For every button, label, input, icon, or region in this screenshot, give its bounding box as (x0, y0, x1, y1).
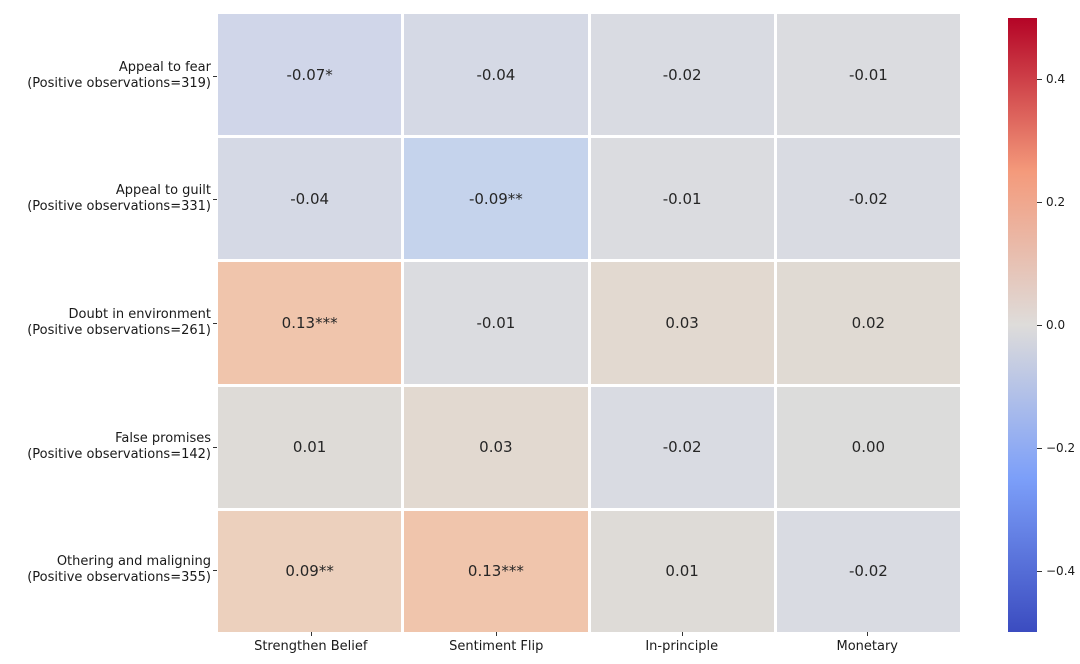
y-tick-label: Appeal to fear (Positive observations=319… (0, 60, 211, 92)
cell-annotation: 0.02 (851, 313, 886, 332)
y-tick-label-line: (Positive observations=142) (27, 446, 211, 462)
heatmap-cell-r4c1: 0.13*** (404, 510, 588, 632)
cell-annotation: 0.03 (479, 438, 513, 457)
y-tick-mark (213, 75, 217, 77)
x-tick-mark (867, 632, 869, 636)
y-tick-mark (213, 323, 217, 324)
y-tick-label-line: (Positive observations=331) (27, 199, 211, 215)
heatmap-grid: -0.07* -0.04 -0.02 -0.01 -0.04 -0.09** -0.01 -0… (218, 14, 960, 632)
cell-annotation: -0.02 (662, 65, 702, 84)
y-tick-label-line: False promises (115, 430, 211, 446)
x-tick-label: Monetary (836, 639, 899, 654)
cell-annotation: -0.01 (848, 65, 888, 84)
heatmap-cell-r0c2: -0.02 (590, 14, 774, 136)
cell-annotation: 0.13*** (281, 313, 338, 332)
heatmap-cell-r0c1: -0.04 (404, 14, 588, 136)
heatmap-cell-r0c3: -0.01 (776, 14, 960, 136)
x-tick-mark (681, 632, 683, 636)
cell-annotation: 0.13*** (467, 562, 524, 581)
heatmap-cell-r3c1: 0.03 (404, 386, 588, 508)
heatmap-cell-r2c0: 0.13*** (218, 262, 402, 384)
heatmap-cell-r1c0: -0.04 (218, 138, 402, 260)
heatmap-cell-r1c2: -0.01 (590, 138, 774, 260)
heatmap-cell-r2c1: -0.01 (404, 262, 588, 384)
heatmap-cell-r2c2: 0.03 (590, 262, 774, 384)
cell-annotation: 0.01 (665, 562, 699, 581)
heatmap-cell-r3c2: -0.02 (590, 386, 774, 508)
cell-annotation: -0.01 (476, 313, 516, 332)
colorbar-tick-label: 0.2 (1046, 195, 1066, 210)
y-tick-label-line: Othering and maligning (56, 554, 211, 570)
colorbar-tick-label: −0.2 (1046, 440, 1076, 455)
y-tick-mark (213, 199, 217, 201)
cell-annotation: 0.09** (285, 562, 334, 581)
cell-annotation: -0.07* (286, 65, 333, 84)
colorbar-tick-label: 0.4 (1046, 72, 1066, 87)
heatmap-cell-r1c1: -0.09** (404, 138, 588, 260)
colorbar-gradient (1008, 18, 1037, 632)
colorbar-tick-mark (1037, 325, 1042, 326)
cell-annotation: -0.02 (848, 562, 888, 581)
y-tick-label-line: Appeal to fear (118, 59, 211, 75)
heatmap-cell-r4c3: -0.02 (776, 510, 960, 632)
y-tick-label: False promises (Positive observations=142… (0, 431, 211, 463)
y-tick-label: Doubt in environment (Positive observatio… (0, 307, 211, 339)
colorbar-tick-mark (1037, 570, 1042, 572)
y-tick-mark (213, 446, 217, 448)
y-tick-label-line: (Positive observations=319) (27, 75, 211, 91)
y-tick-label-line: Doubt in environment (68, 307, 211, 322)
x-tick-label: Sentiment Flip (449, 639, 544, 654)
y-tick-label-line: Appeal to guilt (115, 183, 211, 199)
y-axis: Appeal to fear (Positive observations=319… (0, 0, 211, 664)
cell-annotation: -0.04 (290, 189, 330, 208)
heatmap-cell-r1c3: -0.02 (776, 138, 960, 260)
colorbar-tick-mark (1037, 202, 1042, 204)
y-tick-label-line: (Positive observations=355) (27, 570, 211, 586)
colorbar-tick-mark (1037, 447, 1042, 449)
heatmap-cell-r4c0: 0.09** (218, 510, 402, 632)
heatmap-cell-r3c3: 0.00 (776, 386, 960, 508)
y-tick-label-line: (Positive observations=261) (27, 323, 211, 338)
cell-annotation: -0.02 (662, 438, 702, 457)
cell-annotation: -0.09** (468, 189, 523, 208)
heatmap-cell-r4c2: 0.01 (590, 510, 774, 632)
cell-annotation: -0.01 (662, 189, 702, 208)
cell-annotation: -0.04 (476, 65, 516, 84)
heatmap-cell-r2c3: 0.02 (776, 262, 960, 384)
heatmap-cell-r0c0: -0.07* (218, 14, 402, 136)
y-tick-mark (213, 570, 217, 572)
cell-annotation: 0.03 (665, 313, 699, 332)
cell-annotation: 0.01 (292, 438, 327, 457)
y-tick-label: Othering and maligning (Positive observat… (0, 554, 211, 586)
colorbar-tick-label: −0.4 (1046, 563, 1076, 578)
x-tick-mark (496, 632, 498, 636)
cell-annotation: -0.02 (848, 189, 888, 208)
x-tick-mark (310, 632, 312, 636)
heatmap-cell-r3c0: 0.01 (218, 386, 402, 508)
cell-annotation: 0.00 (851, 438, 886, 457)
colorbar-tick-mark (1037, 79, 1042, 81)
x-tick-label: In-principle (645, 639, 719, 654)
colorbar-tick-label: 0.0 (1046, 318, 1066, 332)
x-tick-label: Strengthen Belief (254, 639, 368, 654)
y-tick-label: Appeal to guilt (Positive observations=33… (0, 183, 211, 215)
